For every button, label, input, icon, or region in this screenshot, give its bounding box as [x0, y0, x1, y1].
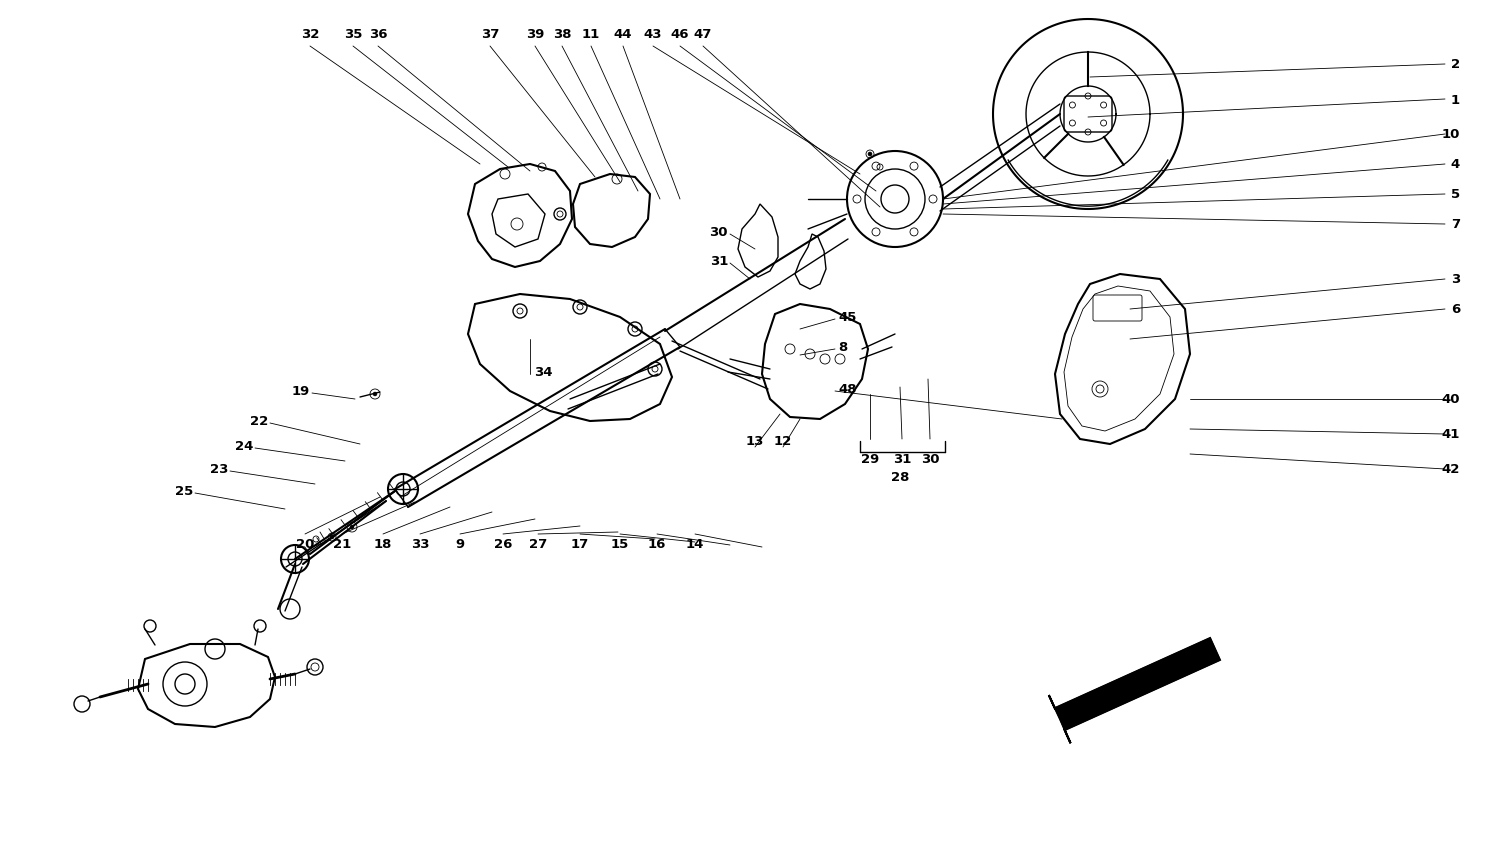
Text: 22: 22 [249, 415, 268, 428]
Text: 30: 30 [710, 225, 728, 238]
Text: 33: 33 [411, 538, 429, 551]
Text: 5: 5 [1450, 188, 1460, 201]
Text: 3: 3 [1450, 273, 1460, 286]
Text: 31: 31 [710, 255, 728, 268]
Text: 17: 17 [572, 538, 590, 551]
Circle shape [330, 535, 334, 539]
Text: 21: 21 [333, 538, 351, 551]
Text: 28: 28 [891, 471, 909, 484]
Text: 45: 45 [839, 311, 856, 324]
Text: 13: 13 [746, 435, 764, 448]
Text: 44: 44 [614, 29, 633, 41]
Text: 24: 24 [234, 440, 254, 453]
Text: 25: 25 [174, 485, 194, 498]
Text: 31: 31 [892, 453, 910, 466]
Circle shape [350, 525, 354, 529]
Text: 29: 29 [861, 453, 879, 466]
Text: 41: 41 [1442, 428, 1460, 441]
Text: 38: 38 [552, 29, 572, 41]
Text: 42: 42 [1442, 463, 1460, 476]
Text: 30: 30 [921, 453, 939, 466]
Text: 2: 2 [1450, 58, 1460, 72]
Text: 23: 23 [210, 463, 228, 476]
Text: 35: 35 [344, 29, 362, 41]
Text: 26: 26 [494, 538, 512, 551]
Circle shape [374, 392, 376, 397]
Text: 1: 1 [1450, 94, 1460, 106]
Text: 11: 11 [582, 29, 600, 41]
Text: 39: 39 [526, 29, 544, 41]
Text: 15: 15 [610, 538, 628, 551]
Text: 36: 36 [369, 29, 387, 41]
Text: 43: 43 [644, 29, 663, 41]
Text: 14: 14 [686, 538, 703, 551]
Text: 8: 8 [839, 341, 848, 354]
Text: 27: 27 [530, 538, 548, 551]
Text: 37: 37 [482, 29, 500, 41]
Text: 4: 4 [1450, 159, 1460, 171]
Text: 20: 20 [296, 538, 314, 551]
Text: 46: 46 [670, 29, 688, 41]
Circle shape [868, 153, 871, 157]
Text: 7: 7 [1450, 219, 1460, 231]
Polygon shape [1048, 638, 1220, 744]
Text: 34: 34 [534, 366, 552, 379]
Text: 40: 40 [1442, 393, 1460, 406]
Text: 19: 19 [291, 385, 310, 398]
Text: 12: 12 [774, 435, 792, 448]
Text: 10: 10 [1442, 128, 1460, 141]
Text: 47: 47 [694, 29, 712, 41]
Text: 48: 48 [839, 383, 856, 396]
Text: 16: 16 [648, 538, 666, 551]
Text: 9: 9 [456, 538, 465, 551]
Text: 18: 18 [374, 538, 392, 551]
Text: 32: 32 [302, 29, 320, 41]
Polygon shape [1048, 638, 1220, 744]
Text: 6: 6 [1450, 303, 1460, 316]
